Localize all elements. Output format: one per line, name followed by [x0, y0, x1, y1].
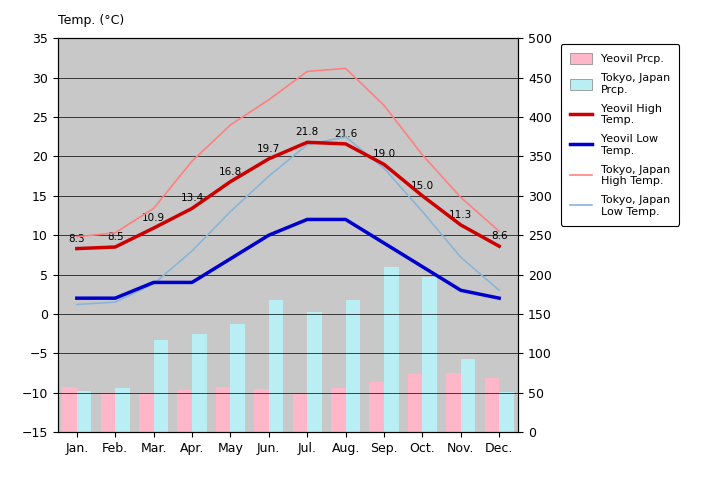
Bar: [153, 340, 168, 432]
Bar: [230, 324, 245, 432]
Text: Temp. (°C): Temp. (°C): [58, 13, 124, 26]
Text: 21.8: 21.8: [296, 127, 319, 137]
Text: 11.3: 11.3: [449, 210, 472, 220]
Text: 13.4: 13.4: [181, 193, 204, 204]
Bar: [384, 267, 399, 432]
Bar: [115, 388, 130, 432]
Bar: [101, 394, 115, 432]
Bar: [499, 392, 514, 432]
Bar: [77, 391, 91, 432]
Bar: [177, 390, 192, 432]
Bar: [192, 335, 207, 432]
Bar: [254, 389, 269, 432]
Text: 19.7: 19.7: [257, 144, 280, 154]
Bar: [307, 312, 322, 432]
Bar: [139, 393, 153, 432]
Bar: [423, 277, 437, 432]
Bar: [269, 300, 284, 432]
Bar: [292, 394, 307, 432]
Text: 8.3: 8.3: [68, 234, 85, 244]
Bar: [446, 373, 461, 432]
Text: 19.0: 19.0: [372, 149, 395, 159]
Text: 21.6: 21.6: [334, 129, 357, 139]
Text: 8.6: 8.6: [491, 231, 508, 241]
Bar: [216, 387, 230, 432]
Legend: Yeovil Prcp., Tokyo, Japan
Prcp., Yeovil High
Temp., Yeovil Low
Temp., Tokyo, Ja: Yeovil Prcp., Tokyo, Japan Prcp., Yeovil…: [561, 44, 679, 226]
Text: 15.0: 15.0: [411, 181, 434, 191]
Bar: [62, 387, 77, 432]
Bar: [408, 374, 423, 432]
Bar: [331, 388, 346, 432]
Text: 10.9: 10.9: [142, 213, 165, 223]
Bar: [461, 359, 475, 432]
Bar: [369, 382, 384, 432]
Bar: [485, 378, 499, 432]
Text: 16.8: 16.8: [219, 167, 242, 177]
Bar: [346, 300, 360, 432]
Text: 8.5: 8.5: [107, 232, 124, 242]
